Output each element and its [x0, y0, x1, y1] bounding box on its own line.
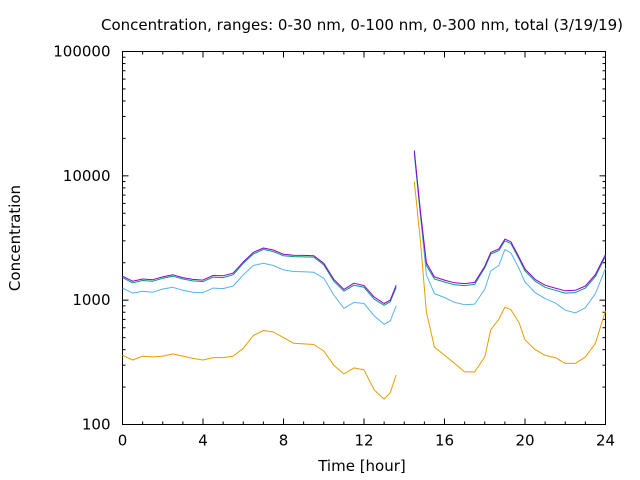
series-line-1	[122, 330, 397, 400]
x-tick-label: 8	[279, 432, 289, 450]
x-tick-label: 20	[515, 432, 534, 450]
ticks-layer: 0 4 8 12 16 20 24 100 1000 10000 100000	[53, 43, 615, 450]
x-tick-label: 0	[118, 432, 128, 450]
series-line-3	[413, 152, 606, 294]
y-tick-label: 10000	[63, 167, 111, 185]
plot-frame	[122, 51, 606, 425]
series-line-2	[413, 153, 606, 314]
series-line-3	[122, 248, 397, 306]
x-axis-label: Time [hour]	[317, 457, 406, 475]
series-line-4	[122, 247, 397, 304]
series-line-4	[413, 150, 606, 292]
y-axis-label: Concentration	[6, 185, 24, 291]
series-layer	[122, 150, 606, 400]
x-tick-label: 12	[354, 432, 373, 450]
x-tick-label: 24	[596, 432, 615, 450]
x-tick-label: 4	[198, 432, 208, 450]
y-tick-label: 100000	[53, 43, 110, 61]
series-line-2	[122, 262, 397, 325]
series-line-1	[413, 181, 606, 373]
y-tick-label: 100	[82, 416, 111, 434]
chart-title: Concentration, ranges: 0-30 nm, 0-100 nm…	[101, 16, 623, 34]
y-tick-label: 1000	[72, 291, 110, 309]
x-tick-label: 16	[435, 432, 454, 450]
